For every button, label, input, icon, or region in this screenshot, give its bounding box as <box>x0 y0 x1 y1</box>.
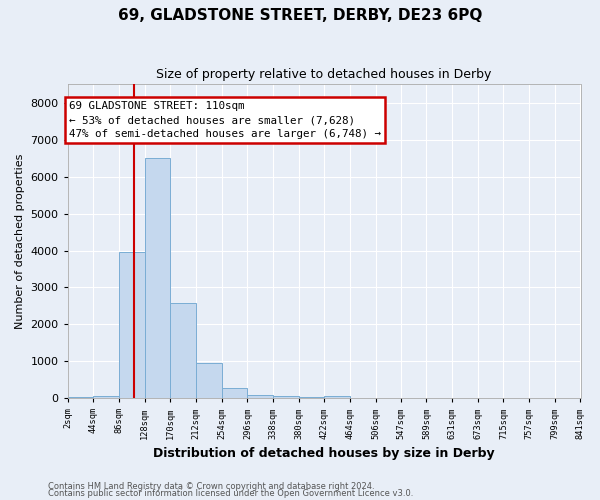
Text: Contains public sector information licensed under the Open Government Licence v3: Contains public sector information licen… <box>48 489 413 498</box>
Bar <box>196 364 222 398</box>
Bar <box>273 396 299 398</box>
Bar <box>222 388 247 398</box>
Bar <box>299 397 325 398</box>
Bar <box>325 396 350 398</box>
Bar <box>94 396 119 398</box>
Text: 69 GLADSTONE STREET: 110sqm
← 53% of detached houses are smaller (7,628)
47% of : 69 GLADSTONE STREET: 110sqm ← 53% of det… <box>69 101 381 139</box>
Bar <box>145 158 170 398</box>
Text: Contains HM Land Registry data © Crown copyright and database right 2024.: Contains HM Land Registry data © Crown c… <box>48 482 374 491</box>
Text: 69, GLADSTONE STREET, DERBY, DE23 6PQ: 69, GLADSTONE STREET, DERBY, DE23 6PQ <box>118 8 482 22</box>
Title: Size of property relative to detached houses in Derby: Size of property relative to detached ho… <box>157 68 492 80</box>
Bar <box>247 394 273 398</box>
X-axis label: Distribution of detached houses by size in Derby: Distribution of detached houses by size … <box>153 447 495 460</box>
Y-axis label: Number of detached properties: Number of detached properties <box>15 154 25 329</box>
Bar <box>170 303 196 398</box>
Bar <box>119 252 145 398</box>
